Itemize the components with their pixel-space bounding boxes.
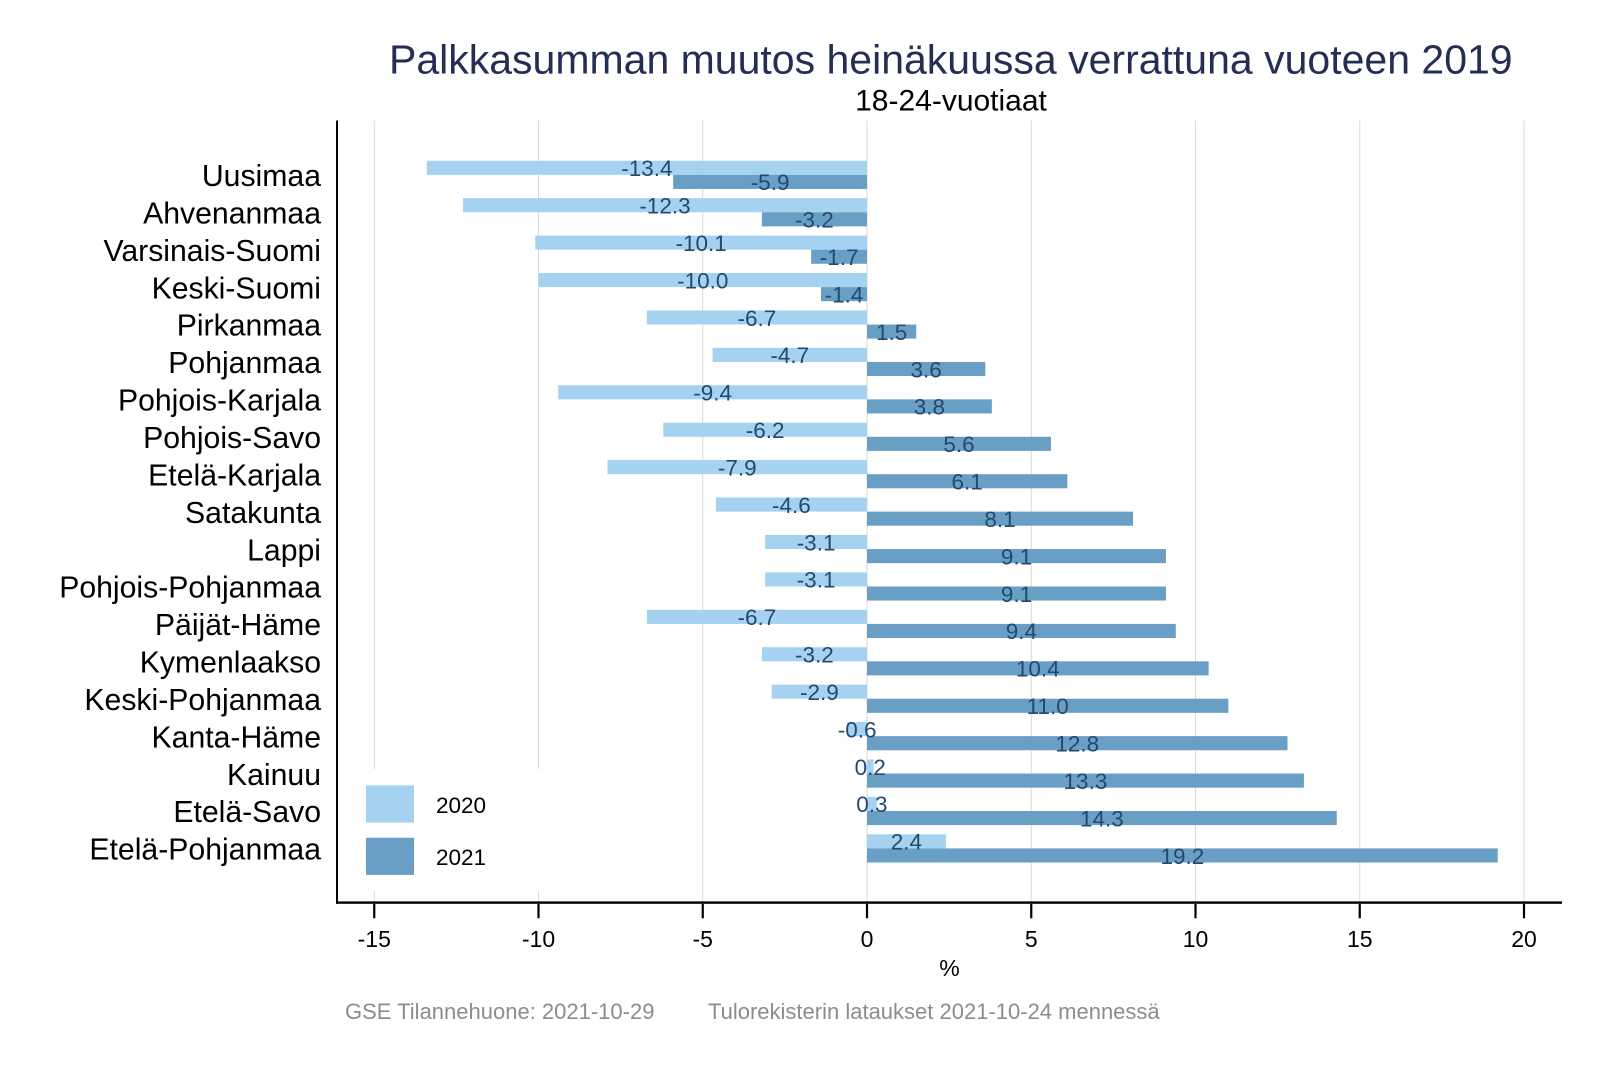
svg-text:Lappi: Lappi — [247, 534, 321, 567]
svg-text:-6.2: -6.2 — [746, 418, 785, 443]
svg-text:-3.1: -3.1 — [797, 568, 836, 593]
svg-text:10: 10 — [1183, 926, 1209, 952]
svg-text:Pohjois-Pohjanmaa: Pohjois-Pohjanmaa — [59, 572, 321, 605]
svg-text:20: 20 — [1511, 926, 1537, 952]
svg-text:-7.9: -7.9 — [718, 455, 757, 480]
svg-text:-6.7: -6.7 — [738, 605, 777, 630]
svg-text:2021: 2021 — [436, 845, 486, 870]
svg-text:-4.6: -4.6 — [772, 493, 811, 518]
svg-text:Ahvenanmaa: Ahvenanmaa — [143, 197, 321, 230]
svg-text:5: 5 — [1025, 926, 1038, 952]
svg-text:-3.1: -3.1 — [797, 530, 836, 555]
svg-text:1.5: 1.5 — [876, 320, 907, 345]
svg-text:18-24-vuotiaat: 18-24-vuotiaat — [855, 84, 1047, 117]
svg-text:14.3: 14.3 — [1080, 806, 1124, 831]
svg-text:8.1: 8.1 — [984, 507, 1015, 532]
svg-text:Satakunta: Satakunta — [185, 497, 321, 530]
svg-text:Kymenlaakso: Kymenlaakso — [140, 647, 321, 680]
svg-text:Tulorekisterin lataukset 2021-: Tulorekisterin lataukset 2021-10-24 menn… — [708, 999, 1160, 1024]
svg-text:9.1: 9.1 — [1001, 544, 1032, 569]
svg-text:9.4: 9.4 — [1006, 619, 1037, 644]
svg-text:19.2: 19.2 — [1160, 844, 1204, 869]
svg-text:-4.7: -4.7 — [770, 343, 809, 368]
svg-text:Päijät-Häme: Päijät-Häme — [155, 609, 321, 642]
svg-text:-3.2: -3.2 — [795, 643, 834, 668]
svg-text:-10: -10 — [522, 926, 555, 952]
svg-text:Uusimaa: Uusimaa — [202, 160, 321, 193]
svg-text:-15: -15 — [358, 926, 391, 952]
svg-text:Pohjois-Savo: Pohjois-Savo — [143, 422, 321, 455]
svg-text:Varsinais-Suomi: Varsinais-Suomi — [103, 235, 321, 268]
svg-text:-10.1: -10.1 — [675, 231, 726, 256]
svg-text:3.6: 3.6 — [910, 357, 941, 382]
svg-text:-1.7: -1.7 — [820, 245, 859, 270]
svg-text:Palkkasumman muutos heinäkuuss: Palkkasumman muutos heinäkuussa verrattu… — [389, 37, 1513, 83]
svg-text:Etelä-Pohjanmaa: Etelä-Pohjanmaa — [89, 834, 321, 867]
svg-text:Pohjanmaa: Pohjanmaa — [168, 347, 321, 380]
svg-text:-5.9: -5.9 — [751, 170, 790, 195]
svg-text:10.4: 10.4 — [1016, 657, 1060, 682]
svg-text:2020: 2020 — [436, 793, 486, 818]
svg-text:Pohjois-Karjala: Pohjois-Karjala — [118, 385, 321, 418]
svg-text:-13.4: -13.4 — [621, 156, 672, 181]
svg-text:-9.4: -9.4 — [693, 381, 732, 406]
svg-text:-10.0: -10.0 — [677, 268, 728, 293]
svg-text:-12.3: -12.3 — [639, 194, 690, 219]
svg-text:Keski-Pohjanmaa: Keski-Pohjanmaa — [84, 684, 321, 717]
svg-text:12.8: 12.8 — [1055, 732, 1099, 757]
svg-text:5.6: 5.6 — [943, 432, 974, 457]
svg-text:Etelä-Karjala: Etelä-Karjala — [148, 459, 321, 492]
svg-text:15: 15 — [1347, 926, 1373, 952]
svg-text:-5: -5 — [693, 926, 713, 952]
svg-text:0.2: 0.2 — [855, 755, 886, 780]
svg-text:-1.4: -1.4 — [825, 282, 864, 307]
svg-text:Keski-Suomi: Keski-Suomi — [152, 272, 321, 305]
svg-text:2.4: 2.4 — [891, 830, 922, 855]
svg-text:Kainuu: Kainuu — [227, 759, 321, 792]
svg-text:0: 0 — [861, 926, 874, 952]
svg-text:-6.7: -6.7 — [738, 306, 777, 331]
svg-text:GSE Tilannehuone: 2021-10-29: GSE Tilannehuone: 2021-10-29 — [345, 999, 654, 1024]
svg-text:6.1: 6.1 — [952, 470, 983, 495]
svg-text:-2.9: -2.9 — [800, 680, 839, 705]
svg-text:-0.6: -0.6 — [838, 717, 877, 742]
svg-text:13.3: 13.3 — [1064, 769, 1108, 794]
svg-text:Pirkanmaa: Pirkanmaa — [177, 310, 322, 343]
svg-text:Kanta-Häme: Kanta-Häme — [152, 721, 321, 754]
svg-text:11.0: 11.0 — [1027, 694, 1069, 719]
svg-text:0.3: 0.3 — [856, 792, 887, 817]
svg-text:%: % — [939, 955, 959, 981]
svg-text:Etelä-Savo: Etelä-Savo — [173, 796, 321, 829]
svg-text:9.1: 9.1 — [1001, 582, 1032, 607]
svg-text:3.8: 3.8 — [914, 395, 945, 420]
svg-text:-3.2: -3.2 — [795, 208, 834, 233]
